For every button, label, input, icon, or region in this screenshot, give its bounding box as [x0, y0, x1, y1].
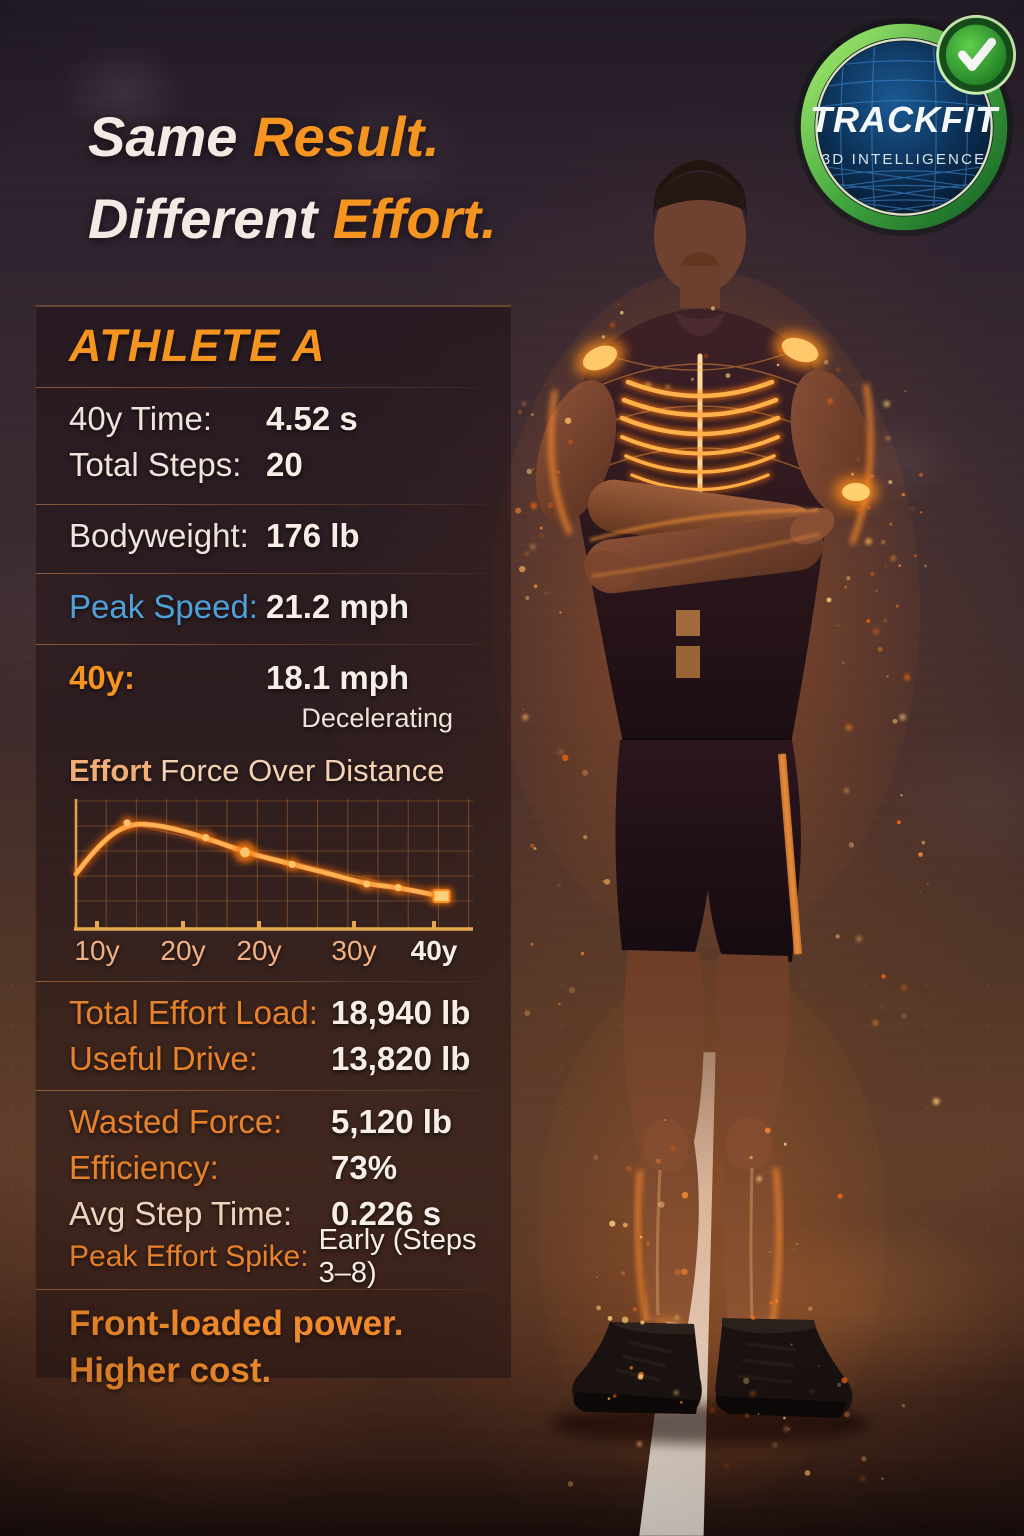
poster-canvas: Same Result. Different Effort.: [0, 0, 1024, 1536]
vignette-overlay: [0, 0, 1024, 1536]
